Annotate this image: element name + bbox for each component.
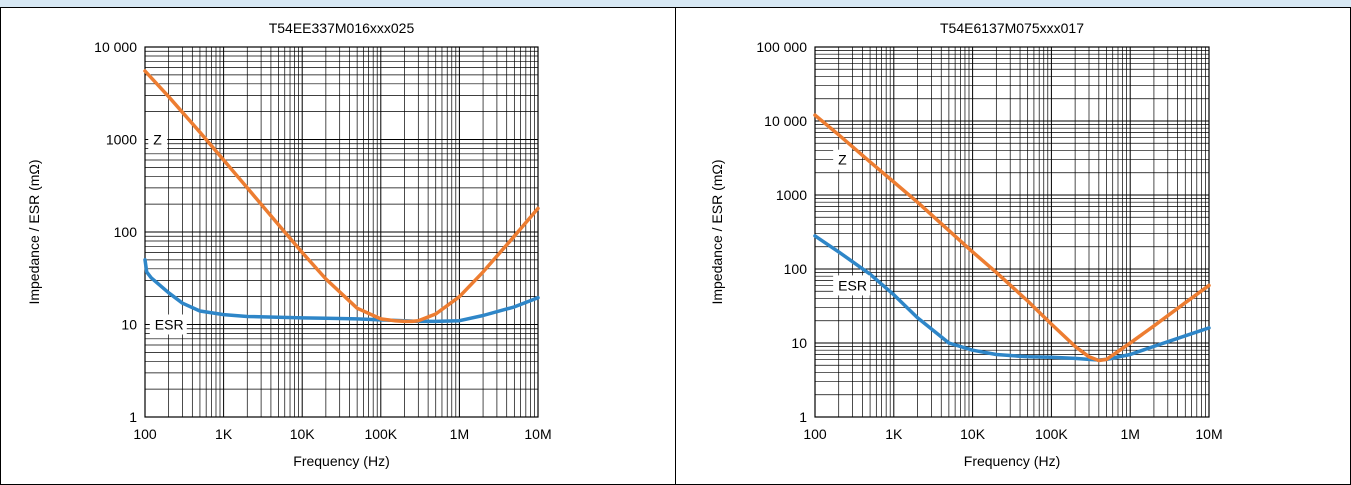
series-label-bg xyxy=(833,275,871,296)
x-tick-label: 10K xyxy=(960,426,986,442)
esr-series-label: ESR xyxy=(155,317,184,333)
x-tick-label: 100 xyxy=(803,426,827,442)
grid xyxy=(144,47,538,418)
panel-divider xyxy=(675,8,676,485)
series-label-bg xyxy=(148,129,168,150)
x-axis-label: Frequency (Hz) xyxy=(964,453,1060,469)
y-tick-label: 10 xyxy=(791,335,807,351)
y-tick-label: 100 xyxy=(114,224,138,240)
chart-title: T54EE337M016xxx025 xyxy=(269,20,415,36)
z-series-line xyxy=(813,113,1211,363)
esr-series-label: ESR xyxy=(838,277,867,293)
y-tick-label: 1000 xyxy=(776,187,807,203)
grid xyxy=(814,47,1209,418)
x-tick-label: 10K xyxy=(290,426,316,442)
x-tick-label: 1K xyxy=(885,426,903,442)
y-tick-label: 1 xyxy=(799,409,807,425)
y-tick-label: 10 000 xyxy=(764,113,807,129)
x-tick-label: 1M xyxy=(1120,426,1139,442)
x-tick-label: 10M xyxy=(1195,426,1222,442)
x-tick-label: 1K xyxy=(215,426,233,442)
y-tick-label: 100 xyxy=(784,261,808,277)
impedance-chart-right: 100 1K 10K 100K 1M 10M 1 10 100 1000 10 000 100 000… xyxy=(709,20,1223,469)
y-tick-label: 1000 xyxy=(106,132,137,148)
chart-title: T54E6137M075xxx017 xyxy=(940,20,1084,36)
series-label-bg xyxy=(833,149,853,170)
y-tick-label: 10 xyxy=(121,317,137,333)
x-tick-label: 1M xyxy=(450,426,469,442)
x-axis-label: Frequency (Hz) xyxy=(293,453,389,469)
x-tick-label: 10M xyxy=(524,426,551,442)
y-axis-label: Impedance / ESR (mΩ) xyxy=(26,159,42,304)
y-tick-label: 10 000 xyxy=(94,39,137,55)
y-axis-label: Impedance / ESR (mΩ) xyxy=(709,159,725,304)
z-series-label: Z xyxy=(153,132,162,148)
y-tick-label: 1 xyxy=(129,409,137,425)
series-label-bg xyxy=(149,314,187,335)
x-tick-label: 100 xyxy=(133,426,157,442)
y-tick-label: 100 000 xyxy=(756,39,807,55)
z-series-label: Z xyxy=(838,152,847,168)
esr-series-line xyxy=(813,234,1211,362)
impedance-chart-left: 100 1K 10K 100K 1M 10M 1 10 100 1000 10 000 T54EE33… xyxy=(26,20,552,469)
header-band xyxy=(0,0,1351,8)
z-series-line xyxy=(143,69,540,324)
x-tick-label: 100K xyxy=(364,426,397,442)
plot-border xyxy=(814,46,1210,418)
x-tick-label: 100K xyxy=(1035,426,1068,442)
plot-border xyxy=(144,46,539,418)
esr-series-line xyxy=(143,258,540,324)
